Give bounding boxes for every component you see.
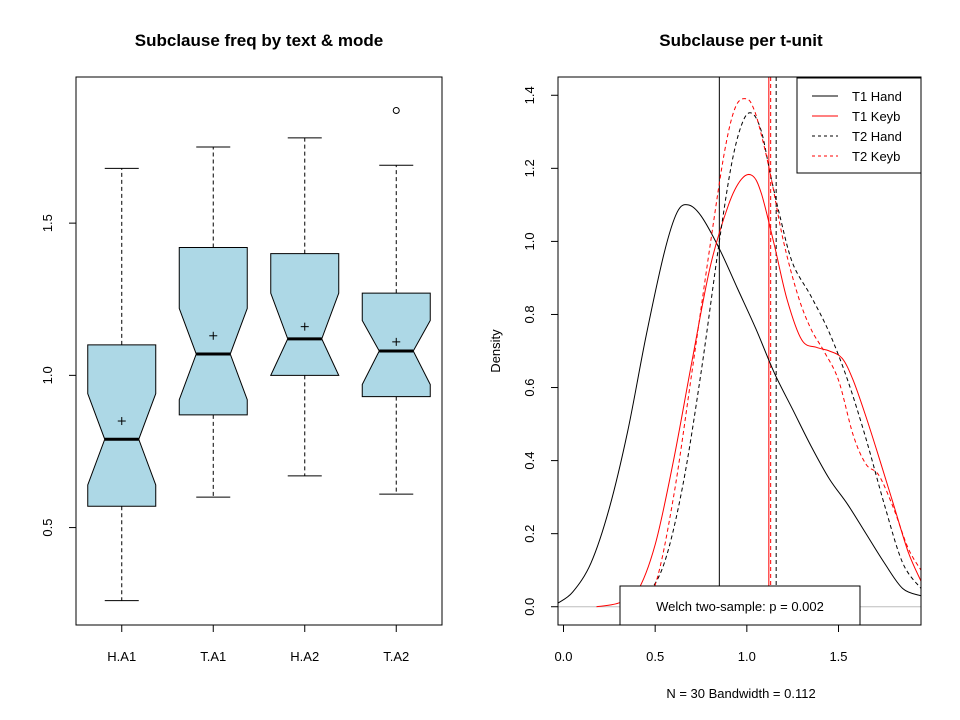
density-curve-t2-keyb xyxy=(636,98,921,608)
density-ytick-label: 0.4 xyxy=(522,452,537,470)
density-ytick-label: 0.2 xyxy=(522,525,537,543)
box-body xyxy=(178,246,248,416)
density-ytick-label: 0.0 xyxy=(522,598,537,616)
density-curve-t1-keyb xyxy=(596,173,921,608)
annotation-box xyxy=(619,585,861,626)
density-xlabel: N = 30 Bandwidth = 0.112 xyxy=(666,686,815,701)
boxplot-plot-area: 0.5 1.0 1.5 H.A1 T.A1 H.A2 T.A2 xyxy=(40,106,431,664)
density-xtick-label: 1.5 xyxy=(829,649,847,664)
annotation-text: Welch two-sample: p = 0.002 xyxy=(656,599,824,614)
density-legend: T1 Hand T1 Keyb T2 Hand T2 Keyb xyxy=(796,77,922,174)
density-panel: Subclause per t-unit Density N = 30 Band… xyxy=(488,31,922,701)
density-ytick-label: 0.6 xyxy=(522,378,537,396)
legend-label-t2-hand: T2 Hand xyxy=(852,129,902,144)
boxplot-ytick-label: 0.5 xyxy=(40,519,55,537)
boxplot-ytick-label: 1.0 xyxy=(40,366,55,384)
boxplot-title: Subclause freq by text & mode xyxy=(135,31,383,50)
welch-annotation: Welch two-sample: p = 0.002 xyxy=(619,585,861,626)
density-xtick-label: 0.0 xyxy=(554,649,572,664)
density-ytick-label: 1.4 xyxy=(522,86,537,104)
density-ytick-label: 1.0 xyxy=(522,232,537,250)
density-frame xyxy=(557,76,922,626)
density-curve-t2-hand xyxy=(627,112,921,608)
density-curve-t1-hand xyxy=(558,204,921,604)
boxplot-ytick-label: 1.5 xyxy=(40,214,55,232)
legend-label-t1-hand: T1 Hand xyxy=(852,89,902,104)
boxplot-panel: Subclause freq by text & mode 0.5 1.0 1.5 H… xyxy=(40,31,443,664)
legend-label-t2-keyb: T2 Keyb xyxy=(852,149,900,164)
density-ytick-label: 0.8 xyxy=(522,305,537,323)
density-title: Subclause per t-unit xyxy=(659,31,823,50)
boxplot-xtick-label: H.A1 xyxy=(107,649,136,664)
box-body xyxy=(269,253,340,376)
density-plot-area: 0.0 0.5 1.0 1.5 0.0 0.2 0.4 0.6 0.8 1.0 1.2 1.4 xyxy=(522,77,921,664)
density-inner xyxy=(558,77,921,625)
boxplot-frame xyxy=(75,76,443,626)
box-body xyxy=(87,344,157,507)
boxplot-xtick-label: H.A2 xyxy=(290,649,319,664)
density-xtick-label: 1.0 xyxy=(738,649,756,664)
boxplot-xtick-label: T.A1 xyxy=(200,649,226,664)
legend-box xyxy=(796,77,922,174)
box-outlier xyxy=(392,106,400,114)
density-xtick-label: 0.5 xyxy=(646,649,664,664)
legend-label-t1-keyb: T1 Keyb xyxy=(852,109,900,124)
density-ylabel: Density xyxy=(488,329,503,373)
density-ytick-label: 1.2 xyxy=(522,159,537,177)
boxplot-xtick-label: T.A2 xyxy=(383,649,409,664)
